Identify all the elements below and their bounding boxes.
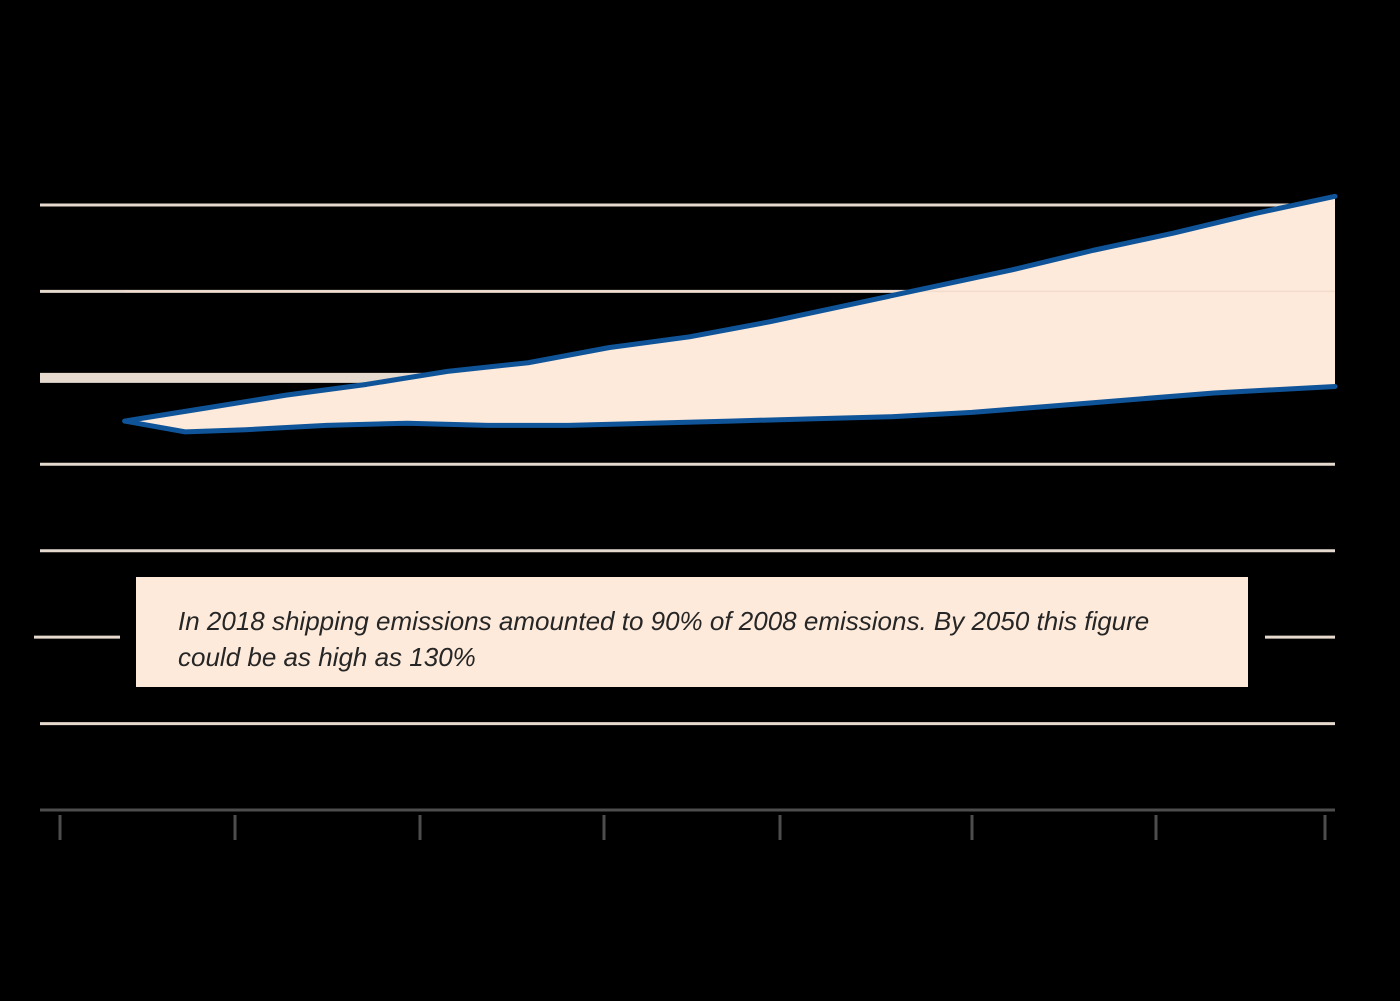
- series-lines: [122, 193, 1338, 435]
- range-band-fill: [124, 196, 1336, 432]
- annotation-box: In 2018 shipping emissions amounted to 9…: [136, 577, 1248, 687]
- lower-series-line: [122, 384, 1338, 435]
- annotation-text: In 2018 shipping emissions amounted to 9…: [178, 606, 1150, 672]
- range-band: [124, 196, 1336, 432]
- x-axis: [58, 815, 1327, 840]
- upper-series-line: [122, 193, 1338, 424]
